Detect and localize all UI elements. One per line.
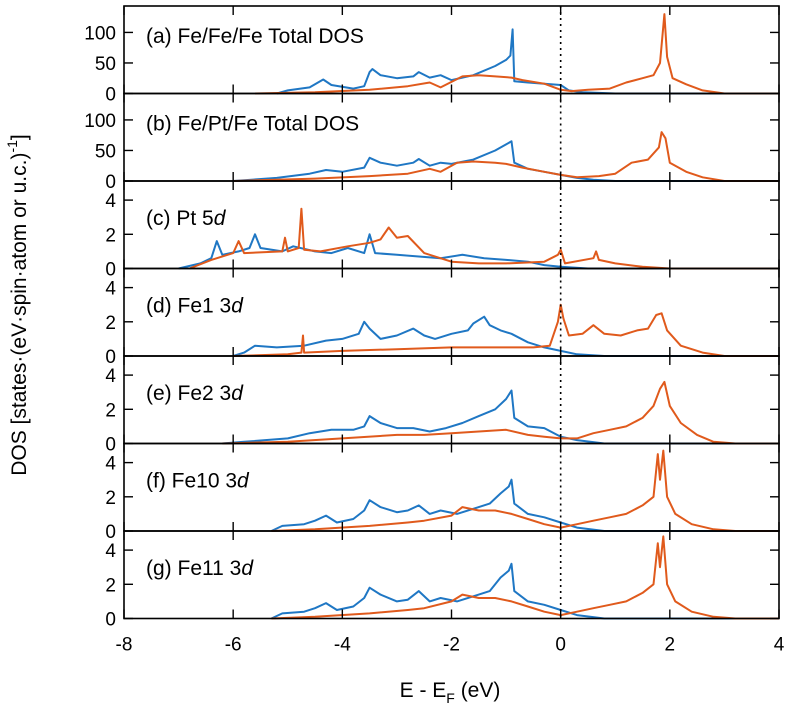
x-axis-title-main: E - E	[400, 679, 447, 702]
y-tick-label: 2	[105, 488, 116, 509]
x-tick-label: 2	[665, 635, 676, 656]
x-tick-label: -2	[443, 635, 460, 656]
spin-up-line	[270, 562, 779, 620]
panel-label: (a) Fe/Fe/Fe Total DOS	[146, 25, 364, 48]
panel-label-text: (f) Fe10 3	[146, 470, 237, 493]
y-tick-label: 0	[105, 435, 116, 456]
y-tick-label: 2	[105, 313, 116, 334]
spin-down-line	[222, 380, 779, 445]
panel-label-text: (e) Fe2 3	[146, 382, 231, 405]
y-tick-label: 100	[84, 23, 116, 44]
y-tick-label: 0	[105, 347, 116, 368]
panel-label-text: (b) Fe/Pt/Fe Total DOS	[146, 113, 359, 136]
y-tick-label: 50	[95, 141, 116, 162]
panel-label: (d) Fe1 3d	[146, 295, 244, 318]
spin-up-line	[276, 28, 779, 95]
panel-d: 0 2 4 (d) Fe1 3d	[105, 267, 780, 368]
panel-label-text: (g) Fe11 3	[146, 557, 241, 580]
panel-label: (e) Fe2 3d	[146, 382, 244, 405]
y-tick-label: 2	[105, 575, 116, 596]
panel-b: 0 50 100 (b) Fe/Pt/Fe Total DOS	[84, 92, 780, 193]
x-tick-label: 4	[774, 635, 785, 656]
panel-label: (b) Fe/Pt/Fe Total DOS	[146, 113, 359, 136]
y-axis-title-sup: -1	[4, 140, 20, 153]
spin-down-line	[271, 535, 779, 620]
panel-label-text: (d) Fe1 3	[146, 295, 231, 318]
panel-g: 0 2 4 (g) Fe11 3d	[105, 530, 780, 631]
y-tick-label: 2	[105, 400, 116, 421]
spin-down-line	[254, 13, 779, 95]
y-tick-label: 50	[95, 54, 116, 75]
y-axis-title-tail: ]	[8, 134, 31, 140]
y-tick-label: 4	[105, 541, 116, 562]
x-tick-label: -6	[225, 635, 242, 656]
y-tick-label: 4	[105, 454, 116, 475]
panel-label-text: (a) Fe/Fe/Fe Total DOS	[146, 25, 364, 48]
y-tick-label: 100	[84, 111, 116, 132]
spin-down-line	[271, 449, 779, 532]
panel-label-italic: d	[241, 557, 254, 580]
panel-a: 0 50 100 (a) Fe/Fe/Fe Total DOS	[84, 5, 780, 106]
y-axis-title: DOS [states·(eV·spin·atom or u.c.)-1]	[4, 134, 31, 476]
y-tick-label: 0	[105, 85, 116, 106]
x-axis-title-tail: (eV)	[455, 679, 501, 702]
spin-down-line	[189, 207, 779, 270]
y-axis-title-main: DOS [states·(eV·spin·atom or u.c.)	[8, 153, 31, 476]
x-axis: -8 -6 -4 -2 0 2 4	[116, 635, 785, 656]
spin-down-line	[233, 303, 779, 357]
panel-label-italic: d	[214, 207, 227, 230]
x-axis-title-sub: F	[446, 690, 455, 706]
panel-label-italic: d	[231, 295, 244, 318]
x-tick-label: 0	[555, 635, 566, 656]
y-tick-label: 0	[105, 610, 116, 631]
y-tick-label: 0	[105, 172, 116, 193]
panel-label-text: (c) Pt 5	[146, 207, 214, 230]
panel-label-italic: d	[231, 382, 244, 405]
panels-group: 0 50 100 (a) Fe/Fe/Fe Total DOS 0 50 100 (b) Fe…	[84, 5, 780, 631]
y-tick-label: 4	[105, 366, 116, 387]
panel-e: 0 2 4 (e) Fe2 3d	[105, 355, 780, 456]
panel-label-italic: d	[237, 470, 250, 493]
spin-up-line	[222, 389, 779, 445]
panel-c: 0 2 4 (c) Pt 5d	[105, 180, 780, 281]
y-tick-label: 4	[105, 279, 116, 300]
spin-up-line	[270, 478, 779, 532]
y-tick-label: 0	[105, 260, 116, 281]
panel-label: (f) Fe10 3d	[146, 470, 250, 493]
x-tick-label: -8	[116, 635, 133, 656]
spin-up-line	[232, 315, 779, 357]
x-tick-label: -4	[334, 635, 351, 656]
panel-f: 0 2 4 (f) Fe10 3d	[105, 442, 780, 543]
x-axis-title: E - EF (eV)	[400, 679, 501, 706]
spin-down-line	[233, 131, 779, 182]
y-tick-label: 0	[105, 522, 116, 543]
y-tick-label: 4	[105, 191, 116, 212]
panel-label: (c) Pt 5d	[146, 207, 227, 230]
panel-label: (g) Fe11 3d	[146, 557, 254, 580]
y-tick-label: 2	[105, 225, 116, 246]
